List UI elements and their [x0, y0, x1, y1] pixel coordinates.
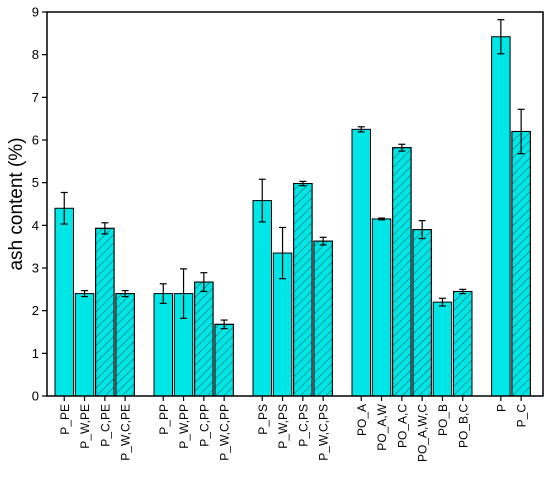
- y-tick-label: 2: [32, 303, 39, 318]
- bar-p-ps: [252, 200, 272, 397]
- x-category-label: P_PS: [256, 404, 270, 435]
- error-bars-layer: [60, 19, 525, 330]
- x-category-label: PO_A,W,C: [416, 404, 430, 462]
- x-category-label: P_C: [515, 404, 529, 428]
- bar-hatch-overlay: [392, 147, 412, 397]
- error-bar: [200, 272, 208, 293]
- x-category-label: P_W,C,PS: [317, 404, 331, 461]
- bar-po-a: [351, 128, 371, 397]
- x-category-label: PO_B: [436, 404, 450, 436]
- error-bar: [258, 178, 266, 223]
- y-tick-label: 7: [32, 90, 39, 105]
- error-bar: [180, 268, 188, 319]
- error-bar: [459, 288, 467, 295]
- x-category-label: P: [494, 404, 508, 412]
- y-axis: 0 1 2 3 4 5 6 7 8 9: [32, 5, 47, 404]
- error-bar: [378, 217, 386, 221]
- x-category-label: P_W,C,PP: [218, 404, 232, 461]
- x-category-label: P_W,C,PE: [119, 404, 133, 461]
- bar-hatch-overlay: [293, 183, 313, 397]
- error-bar: [159, 283, 167, 305]
- bar-p-pe: [54, 207, 74, 397]
- bar-hatch-overlay: [313, 240, 333, 397]
- y-tick-label: 4: [32, 218, 39, 233]
- error-bar: [357, 126, 365, 133]
- x-axis-category-labels: P_PE P_W,PE P_C,PE P_W,C,PE P_PP P_W,PP P_C,PP…: [58, 396, 529, 462]
- y-tick-label: 6: [32, 133, 39, 148]
- x-category-label: P_C,PP: [197, 404, 211, 447]
- x-category-label: P_C,PE: [98, 404, 112, 447]
- bar-hatch-overlay: [214, 323, 234, 397]
- bar-hatch-overlay: [95, 227, 115, 397]
- bar-hatch-overlay: [194, 281, 214, 397]
- error-bar: [299, 180, 307, 187]
- bar-p-w-pe: [74, 293, 95, 397]
- x-category-label: P_W,PS: [276, 404, 290, 449]
- error-bar: [517, 108, 525, 155]
- x-category-label: P_C,PS: [296, 404, 310, 447]
- plot-frame: [46, 11, 544, 397]
- x-category-label: P_W,PE: [78, 404, 92, 449]
- y-tick-label: 0: [32, 389, 39, 404]
- x-category-label: PO_B,C: [456, 404, 470, 448]
- error-bar: [81, 290, 89, 298]
- y-tick-label: 9: [32, 5, 39, 20]
- x-category-label: PO_A: [355, 404, 369, 436]
- y-axis-title: ash content (%): [6, 137, 27, 270]
- bar-p-pp: [153, 293, 173, 397]
- error-bar: [438, 297, 446, 307]
- y-tick-label: 1: [32, 346, 39, 361]
- error-bar: [101, 222, 109, 235]
- y-tick-label: 5: [32, 175, 39, 190]
- error-bar: [497, 19, 505, 55]
- error-bar: [279, 226, 287, 280]
- y-tick-label: 3: [32, 261, 39, 276]
- bar-hatch-overlay: [115, 293, 135, 397]
- error-bar: [220, 319, 228, 330]
- bar-po-b: [432, 301, 453, 397]
- x-category-label: P_PE: [58, 404, 72, 435]
- bar-hatch-overlay: [453, 290, 473, 397]
- y-tick-label: 8: [32, 47, 39, 62]
- x-category-label: P_PP: [157, 404, 171, 435]
- bar-po-a-w: [371, 218, 392, 397]
- bar-hatch-overlay: [412, 229, 432, 397]
- error-bar: [319, 236, 327, 246]
- bars-layer: [54, 36, 531, 397]
- bar-hatch-overlay: [511, 130, 531, 397]
- bar-p: [491, 36, 511, 397]
- x-category-label: PO_A,C: [395, 404, 409, 448]
- error-bar: [121, 290, 129, 298]
- error-bar: [60, 191, 68, 225]
- error-bar: [418, 220, 426, 240]
- error-bar: [398, 143, 406, 152]
- x-category-label: P_W,PP: [177, 404, 191, 449]
- x-category-label: PO_A,W: [375, 403, 389, 450]
